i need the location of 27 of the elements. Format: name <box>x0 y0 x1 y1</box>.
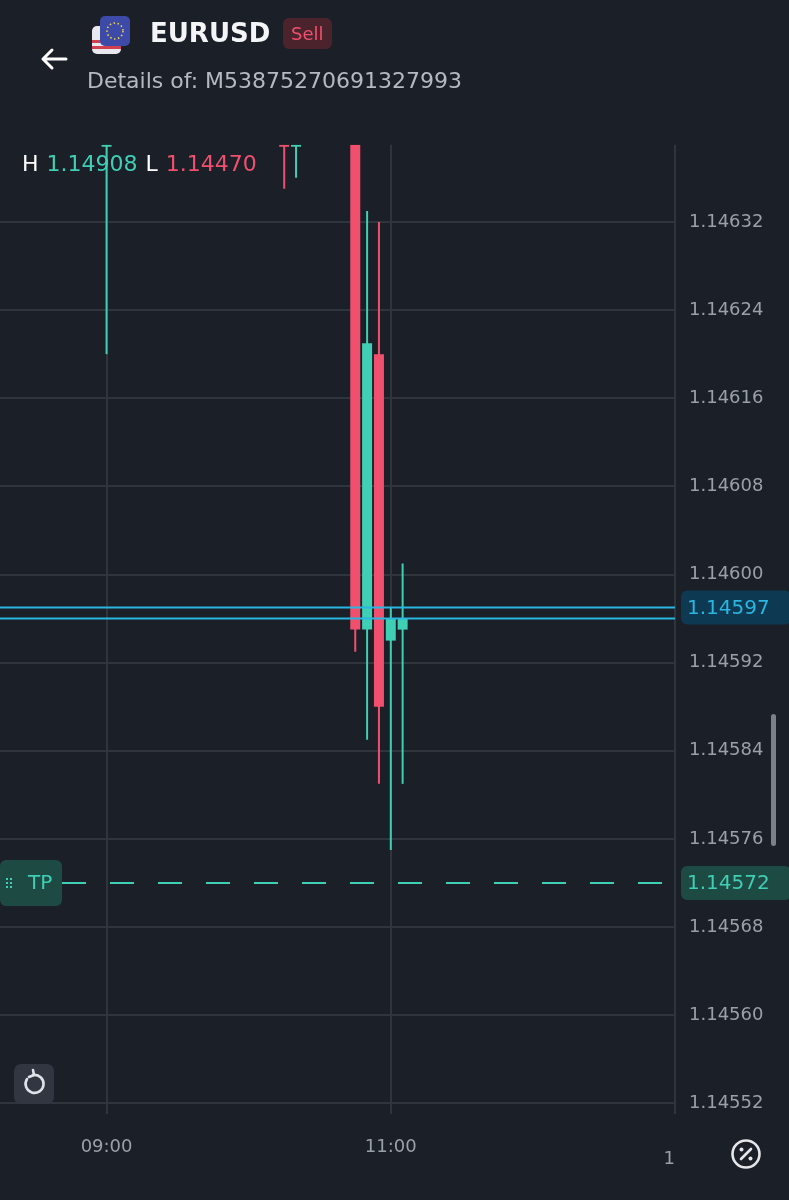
text: Sell <box>283 18 332 49</box>
ref-line-label: 1.14597 <box>687 594 770 619</box>
x-tick-label: 09:00 <box>80 1134 133 1156</box>
y-tick-label: 1.14584 <box>689 738 764 760</box>
y-tick-label: 1.14624 <box>689 297 764 319</box>
text: 1 <box>663 1146 675 1168</box>
annotation: 1.14470 <box>165 150 257 176</box>
y-tick-label: 1.14576 <box>689 826 764 848</box>
y-tick-label: 1.14616 <box>689 385 764 407</box>
y-tick-label: 1.14560 <box>689 1002 764 1024</box>
text: 1.14572 <box>687 870 770 895</box>
y-tick-label: 1.14600 <box>689 562 764 584</box>
ref-line-label: TP <box>27 870 53 895</box>
annotation: H <box>22 150 39 176</box>
candlestick <box>291 144 302 179</box>
chart-subtitle: Details of: M53875270691327993 <box>87 68 463 93</box>
y-tick-label: 1.14608 <box>689 474 764 496</box>
x-tick-label: 11:00 <box>364 1134 417 1156</box>
y-tick-label: 1.14632 <box>689 209 764 231</box>
candlestick <box>279 144 290 190</box>
annotation: L <box>145 150 159 176</box>
y-tick-label: 1.14552 <box>689 1091 764 1113</box>
y-tick-label: 1.14568 <box>689 914 764 936</box>
y-tick-label: 1.14592 <box>689 650 764 672</box>
candlestick <box>397 562 408 785</box>
candlestick <box>385 606 396 851</box>
chart-title: EURUSD <box>150 18 271 48</box>
